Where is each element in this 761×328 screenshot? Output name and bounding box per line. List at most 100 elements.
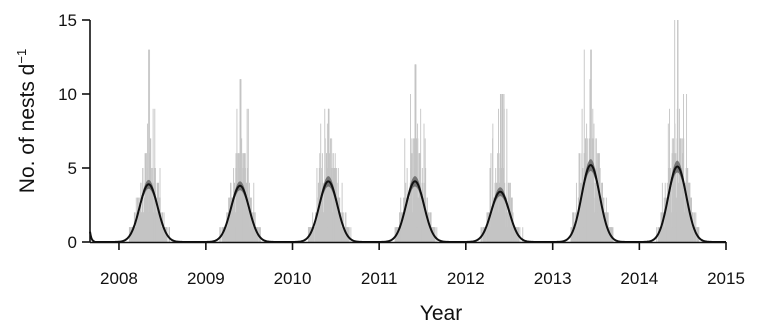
x-axis-title: Year (420, 302, 462, 325)
bar-2012 (492, 123, 494, 242)
bar-2014 (665, 197, 667, 242)
bar-2009 (248, 197, 250, 242)
bar-2008 (164, 227, 166, 242)
bar-2012 (503, 108, 505, 242)
bar-2008 (169, 227, 170, 242)
bar-2011 (403, 197, 405, 242)
bar-2014 (663, 212, 664, 242)
bar-2008 (149, 138, 151, 242)
bar-2014 (669, 168, 671, 242)
bar-2008 (145, 153, 147, 242)
bar-2011 (436, 227, 438, 242)
bar-2014 (697, 227, 699, 242)
bar-2011 (412, 138, 414, 242)
bar-2008 (137, 197, 138, 242)
bar-2013 (612, 227, 614, 242)
bar-2011 (414, 64, 416, 243)
bar-2008 (134, 227, 136, 242)
bar-2010 (328, 108, 330, 242)
bar-2014 (672, 153, 674, 242)
bar-2014 (673, 138, 674, 242)
bar-2014 (691, 212, 693, 242)
bar-2014 (680, 138, 682, 242)
x-tick-label-2015: 2015 (707, 269, 745, 288)
bar-2011 (420, 108, 422, 242)
bar-2014 (697, 227, 699, 242)
bar-2014 (670, 182, 672, 242)
bar-2011 (394, 227, 396, 242)
x-tick-label-2013: 2013 (534, 269, 572, 288)
bar-2013 (599, 168, 601, 242)
bar-2010 (337, 182, 339, 242)
bar-2009 (239, 79, 241, 242)
bar-2011 (415, 64, 417, 243)
bar-2010 (331, 168, 333, 242)
bar-2009 (259, 227, 261, 242)
bar-2010 (335, 168, 337, 242)
bar-2010 (350, 227, 352, 242)
bar-2011 (434, 227, 436, 242)
bar-2012 (502, 94, 504, 242)
bar-2010 (342, 227, 344, 242)
bar-2014 (681, 138, 683, 242)
bar-2013 (607, 212, 609, 242)
bar-2009 (245, 168, 246, 242)
bar-2011 (425, 212, 427, 242)
bar-2011 (405, 197, 407, 242)
bar-2009 (253, 182, 255, 242)
bar-2012 (514, 227, 515, 242)
bar-2010 (326, 153, 328, 242)
bar-2014 (656, 227, 658, 242)
bar-2012 (484, 227, 486, 242)
bar-2013 (590, 49, 592, 242)
bar-2012 (514, 227, 516, 242)
bar-2012 (506, 108, 508, 242)
bar-2014 (659, 227, 661, 242)
bar-2013 (578, 182, 580, 242)
bar-2014 (693, 227, 695, 242)
bar-2012 (513, 227, 515, 242)
bar-2008 (133, 227, 135, 242)
bar-2010 (308, 227, 310, 242)
bar-2008 (165, 227, 166, 242)
bar-2008 (148, 49, 150, 242)
bar-2010 (334, 168, 336, 242)
bar-2011 (410, 153, 412, 242)
bar-2014 (678, 108, 680, 242)
bar-2013 (578, 197, 579, 242)
bar-2014 (681, 197, 683, 242)
y-tick-label-0: 0 (68, 233, 77, 252)
bar-2009 (259, 227, 260, 242)
bar-2013 (593, 138, 594, 242)
bar-2010 (338, 197, 340, 242)
bar-2011 (416, 138, 418, 242)
bar-2011 (400, 197, 402, 242)
bar-2012 (515, 227, 517, 242)
bar-2009 (236, 108, 238, 242)
bar-2012 (490, 153, 492, 242)
bar-2010 (327, 168, 329, 242)
bar-2013 (592, 108, 594, 242)
x-tick-label-2011: 2011 (361, 269, 398, 288)
y-tick-label-5: 5 (68, 159, 77, 178)
y-tick-label-15: 15 (58, 11, 77, 30)
bar-2008 (152, 108, 154, 242)
bar-2009 (246, 108, 248, 242)
y-axis-title-superscript: −1 (14, 49, 29, 64)
bar-2012 (504, 197, 506, 242)
bar-2010 (313, 227, 315, 242)
bar-2014 (698, 227, 700, 242)
bar-2013 (611, 227, 612, 242)
bar-2014 (683, 138, 685, 242)
bar-2013 (581, 108, 583, 242)
bar-2009 (232, 197, 234, 242)
bar-2008 (155, 168, 156, 242)
bar-2009 (219, 227, 221, 242)
bar-2013 (582, 168, 584, 242)
bar-2008 (162, 227, 164, 242)
bar-2011 (402, 212, 404, 242)
bar-2009 (256, 227, 258, 242)
y-axis-title-text: No. of nests d (16, 64, 39, 194)
bar-2009 (227, 212, 229, 242)
daily-count-bars (128, 20, 700, 243)
